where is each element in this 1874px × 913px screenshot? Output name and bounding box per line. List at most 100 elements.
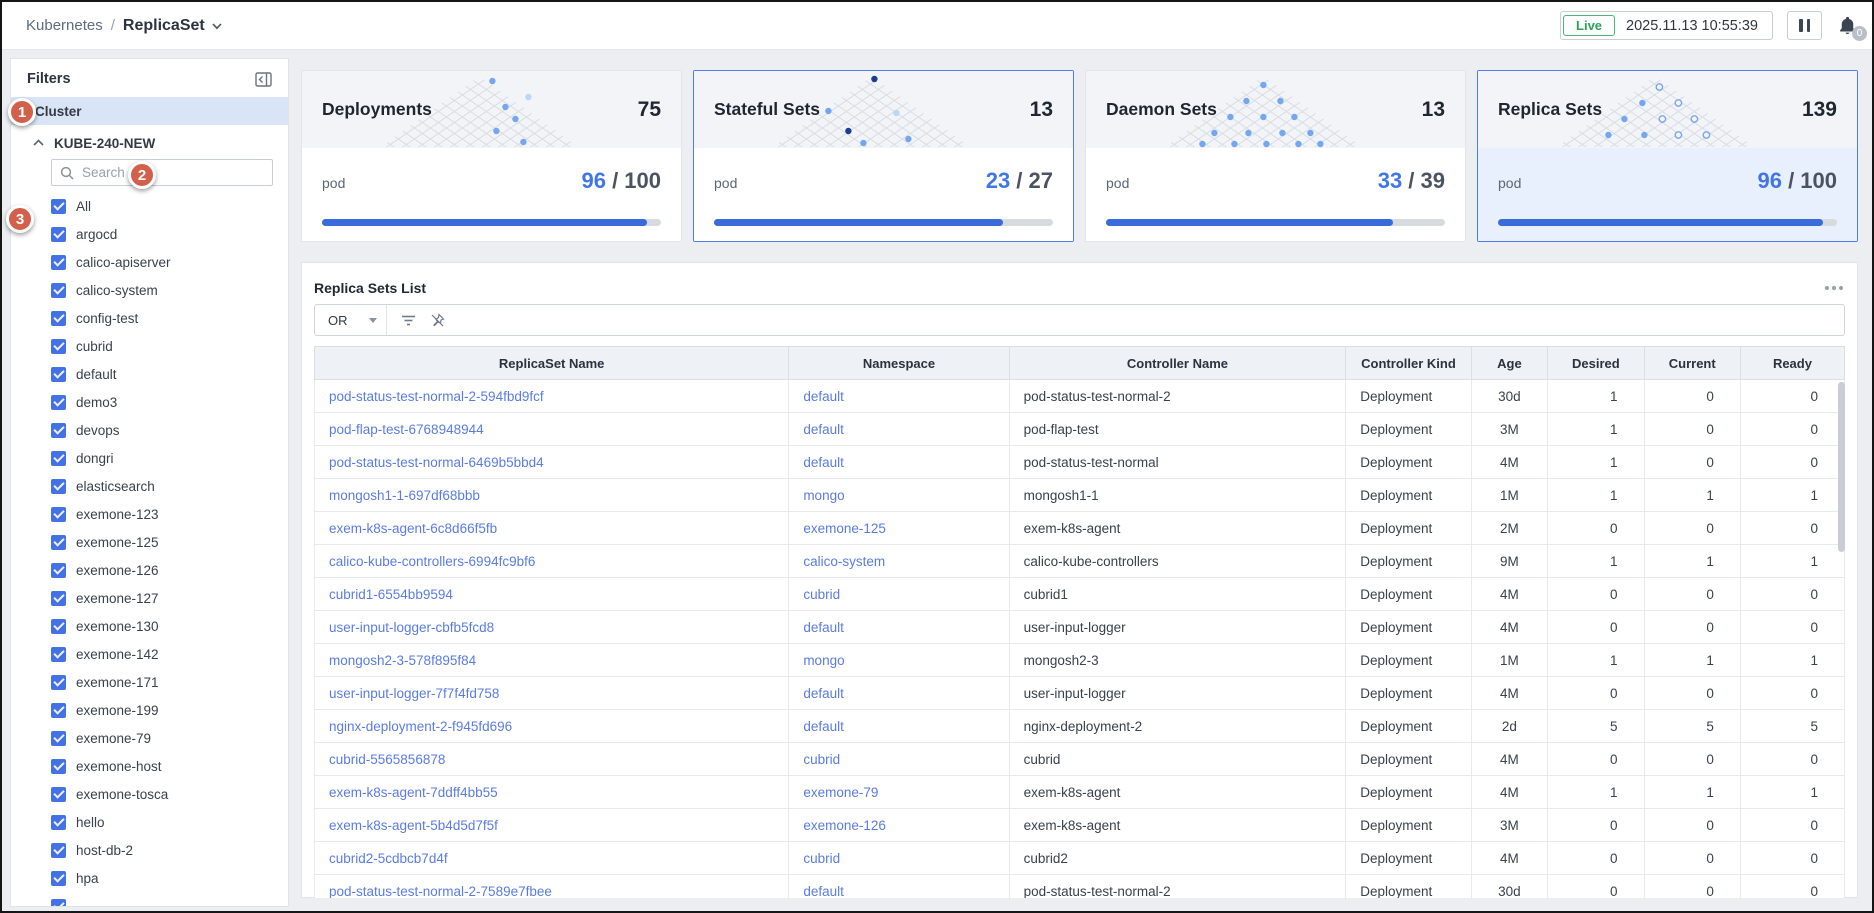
- namespace-filter-item[interactable]: exemone-130: [11, 612, 288, 640]
- checkbox-checked-icon[interactable]: [51, 590, 66, 606]
- checkbox-checked-icon[interactable]: [51, 478, 66, 494]
- cell-replicaset-name[interactable]: cubrid-5565856878: [314, 742, 790, 776]
- namespace-filter-item[interactable]: exemone-79: [11, 724, 288, 752]
- cell-replicaset-name[interactable]: pod-status-test-normal-2-7589e7fbee: [314, 874, 790, 898]
- namespace-filter-item[interactable]: exemone-127: [11, 584, 288, 612]
- cell-replicaset-name[interactable]: mongosh2-3-578f895f84: [314, 643, 790, 677]
- namespace-filter-item[interactable]: exemone-142: [11, 640, 288, 668]
- checkbox-checked-icon[interactable]: [51, 618, 66, 634]
- namespace-filter-item[interactable]: exemone-171: [11, 668, 288, 696]
- column-header-namespace[interactable]: Namespace: [788, 346, 1010, 380]
- checkbox-checked-icon[interactable]: [51, 562, 66, 578]
- cell-replicaset-name[interactable]: mongosh1-1-697df68bbb: [314, 478, 790, 512]
- checkbox-checked-icon[interactable]: [51, 394, 66, 410]
- column-header-controller-kind[interactable]: Controller Kind: [1345, 346, 1472, 380]
- checkbox-checked-icon[interactable]: [51, 702, 66, 718]
- collapse-panel-icon[interactable]: [255, 71, 272, 87]
- cell-namespace[interactable]: default: [788, 379, 1010, 413]
- filter-icon[interactable]: [401, 314, 416, 327]
- namespace-filter-item[interactable]: calico-apiserver: [11, 248, 288, 276]
- summary-card[interactable]: Stateful Sets 13 pod 23 / 27: [693, 70, 1074, 242]
- checkbox-checked-icon[interactable]: [51, 282, 66, 298]
- notification-bell-button[interactable]: 0: [1836, 14, 1867, 41]
- checkbox-checked-icon[interactable]: [51, 870, 66, 886]
- cell-namespace[interactable]: default: [788, 610, 1010, 644]
- checkbox-checked-icon[interactable]: [51, 842, 66, 858]
- namespace-filter-item[interactable]: calico-system: [11, 276, 288, 304]
- checkbox-checked-icon[interactable]: [51, 674, 66, 690]
- namespace-filter-item[interactable]: exemone-199: [11, 696, 288, 724]
- summary-card[interactable]: Deployments 75 pod 96 / 100: [301, 70, 682, 242]
- namespace-filter-item[interactable]: config-test: [11, 304, 288, 332]
- checkbox-checked-icon[interactable]: [51, 506, 66, 522]
- checkbox-checked-icon[interactable]: [51, 226, 66, 242]
- page-title-dropdown[interactable]: ReplicaSet: [123, 17, 222, 35]
- pin-off-icon[interactable]: [430, 312, 445, 328]
- cell-namespace[interactable]: default: [788, 412, 1010, 446]
- namespace-filter-item[interactable]: exemone-host: [11, 752, 288, 780]
- cell-replicaset-name[interactable]: pod-status-test-normal-2-594fbd9fcf: [314, 379, 790, 413]
- cell-replicaset-name[interactable]: cubrid1-6554bb9594: [314, 577, 790, 611]
- namespace-filter-item[interactable]: hello: [11, 808, 288, 836]
- cell-replicaset-name[interactable]: pod-flap-test-6768948944: [314, 412, 790, 446]
- checkbox-checked-icon[interactable]: [51, 786, 66, 802]
- cell-replicaset-name[interactable]: user-input-logger-cbfb5fcd8: [314, 610, 790, 644]
- checkbox-checked-icon[interactable]: [51, 758, 66, 774]
- checkbox-checked-icon[interactable]: [51, 422, 66, 438]
- namespace-filter-item[interactable]: host-db-2: [11, 836, 288, 864]
- filter-operator-select[interactable]: OR: [315, 305, 387, 335]
- checkbox-checked-icon[interactable]: [51, 366, 66, 382]
- checkbox-checked-icon[interactable]: [51, 310, 66, 326]
- breadcrumb-kubernetes[interactable]: Kubernetes: [26, 17, 103, 34]
- namespace-filter-item[interactable]: default: [11, 360, 288, 388]
- namespace-filter-item[interactable]: exemone-125: [11, 528, 288, 556]
- cell-replicaset-name[interactable]: exem-k8s-agent-7ddff4bb55: [314, 775, 790, 809]
- cell-replicaset-name[interactable]: cubrid2-5cdbcb7d4f: [314, 841, 790, 875]
- namespace-filter-item[interactable]: elasticsearch: [11, 472, 288, 500]
- column-header-age[interactable]: Age: [1470, 346, 1549, 380]
- namespace-filter-item[interactable]: exemone-123: [11, 500, 288, 528]
- checkbox-checked-icon[interactable]: [51, 898, 66, 906]
- cell-replicaset-name[interactable]: exem-k8s-agent-5b4d5d7f5f: [314, 808, 790, 842]
- cell-replicaset-name[interactable]: calico-kube-controllers-6994fc9bf6: [314, 544, 790, 578]
- sidebar-section-cluster[interactable]: Cluster: [11, 97, 288, 125]
- namespace-filter-item[interactable]: hpa: [11, 864, 288, 892]
- cell-namespace[interactable]: mongo: [788, 643, 1010, 677]
- namespace-filter-item[interactable]: exemone-tosca: [11, 780, 288, 808]
- cell-namespace[interactable]: cubrid: [788, 577, 1010, 611]
- column-header-current[interactable]: Current: [1643, 346, 1741, 380]
- checkbox-checked-icon[interactable]: [51, 534, 66, 550]
- namespace-filter-item[interactable]: argocd: [11, 220, 288, 248]
- cell-replicaset-name[interactable]: exem-k8s-agent-6c8d66f5fb: [314, 511, 790, 545]
- cell-namespace[interactable]: exemone-126: [788, 808, 1010, 842]
- cell-namespace[interactable]: cubrid: [788, 742, 1010, 776]
- column-header-controller-name[interactable]: Controller Name: [1008, 346, 1347, 380]
- checkbox-checked-icon[interactable]: [51, 730, 66, 746]
- checkbox-checked-icon[interactable]: [51, 338, 66, 354]
- table-scrollbar[interactable]: [1838, 382, 1845, 552]
- cell-namespace[interactable]: calico-system: [788, 544, 1010, 578]
- checkbox-checked-icon[interactable]: [51, 646, 66, 662]
- namespace-filter-item[interactable]: exemone-126: [11, 556, 288, 584]
- cell-replicaset-name[interactable]: nginx-deployment-2-f945fd696: [314, 709, 790, 743]
- namespace-filter-item[interactable]: cubrid: [11, 332, 288, 360]
- namespace-filter-item[interactable]: [11, 892, 288, 906]
- namespace-filter-item[interactable]: dongri: [11, 444, 288, 472]
- column-header-ready[interactable]: Ready: [1739, 346, 1845, 380]
- checkbox-checked-icon[interactable]: [51, 198, 66, 214]
- summary-card[interactable]: Daemon Sets 13 pod 33 / 39: [1085, 70, 1466, 242]
- namespace-filter-item[interactable]: devops: [11, 416, 288, 444]
- cell-replicaset-name[interactable]: user-input-logger-7f7f4fd758: [314, 676, 790, 710]
- checkbox-checked-icon[interactable]: [51, 814, 66, 830]
- column-header-desired[interactable]: Desired: [1547, 346, 1645, 380]
- column-header-replicaset-name[interactable]: ReplicaSet Name: [314, 346, 790, 380]
- namespace-filter-item[interactable]: All: [11, 192, 288, 220]
- cell-replicaset-name[interactable]: pod-status-test-normal-6469b5bbd4: [314, 445, 790, 479]
- namespace-filter-item[interactable]: demo3: [11, 388, 288, 416]
- checkbox-checked-icon[interactable]: [51, 450, 66, 466]
- summary-card[interactable]: Replica Sets 139 pod 96 / 100: [1477, 70, 1858, 242]
- cell-namespace[interactable]: exemone-79: [788, 775, 1010, 809]
- cell-namespace[interactable]: mongo: [788, 478, 1010, 512]
- cell-namespace[interactable]: cubrid: [788, 841, 1010, 875]
- pause-button[interactable]: [1787, 11, 1822, 40]
